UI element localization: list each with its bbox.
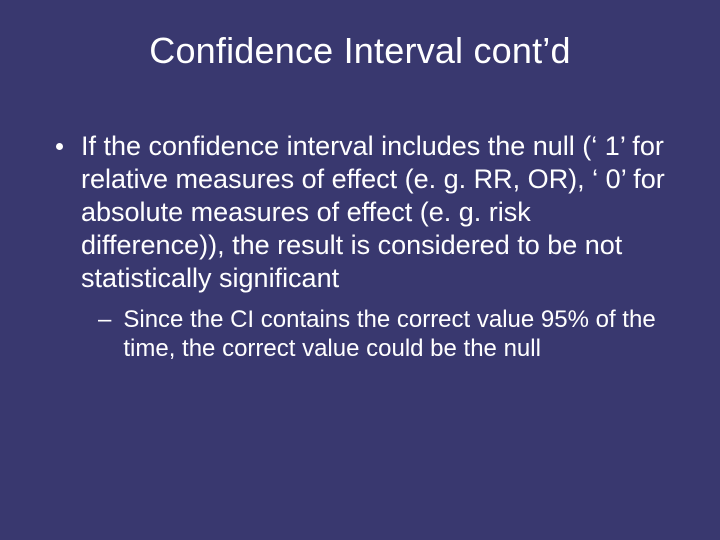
bullet-marker-dash: – xyxy=(98,305,111,334)
bullet-marker-disc xyxy=(56,143,63,150)
slide: Confidence Interval cont’d If the confid… xyxy=(0,0,720,540)
bullet-text: If the confidence interval includes the … xyxy=(81,130,672,295)
bullet-text: Since the CI contains the correct value … xyxy=(123,305,672,364)
bullet-level-1: If the confidence interval includes the … xyxy=(56,130,672,295)
slide-body: If the confidence interval includes the … xyxy=(48,130,672,363)
bullet-level-2: – Since the CI contains the correct valu… xyxy=(98,305,672,364)
slide-title: Confidence Interval cont’d xyxy=(48,30,672,72)
